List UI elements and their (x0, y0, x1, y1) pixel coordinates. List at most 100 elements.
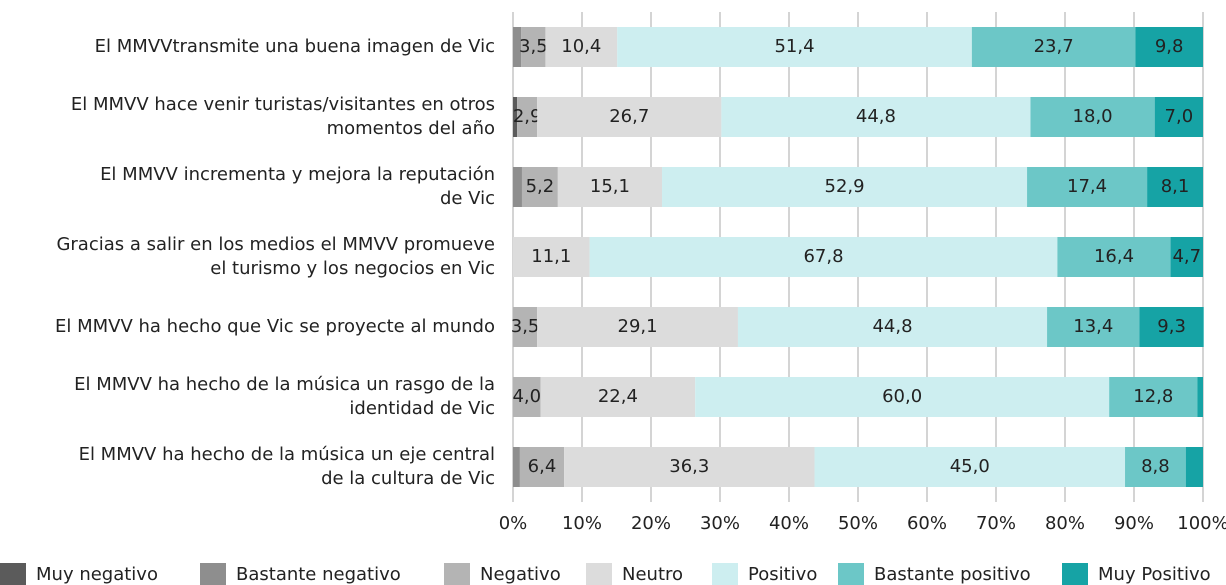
bar-segment (521, 27, 546, 67)
bar-segment (517, 97, 538, 137)
x-tick-label: 20% (631, 513, 671, 534)
bar-segment (513, 307, 538, 347)
bar-segment (513, 167, 522, 207)
bar-segment (662, 167, 1028, 207)
category-label: identidad de Vic (349, 398, 495, 419)
bar-segment (1154, 97, 1203, 137)
data-label: 29,1 (618, 316, 658, 337)
data-label: 18,0 (1073, 106, 1113, 127)
bar-segment (589, 237, 1058, 277)
bar-segment (513, 447, 520, 487)
category-label: El MMVV ha hecho de la música un eje cen… (79, 444, 495, 465)
bar-segment (721, 97, 1031, 137)
bar-segment (737, 307, 1048, 347)
bar-segment (1057, 237, 1171, 277)
data-label: 60,0 (882, 386, 922, 407)
data-label: 13,4 (1073, 316, 1113, 337)
data-label: 67,8 (803, 246, 843, 267)
category-label: El MMVV ha hecho que Vic se proyecte al … (55, 316, 495, 337)
bar-segment (1197, 377, 1203, 417)
data-label: 45,0 (950, 456, 990, 477)
x-tick-label: 30% (700, 513, 740, 534)
legend-swatch (0, 563, 26, 585)
data-label: 4,0 (512, 386, 541, 407)
x-tick-label: 50% (838, 513, 878, 534)
data-label: 3,5 (519, 36, 548, 57)
data-label: 26,7 (609, 106, 649, 127)
bar-segment (513, 97, 518, 137)
legend-label: Muy Positivo (1098, 564, 1211, 585)
data-label: 8,8 (1141, 456, 1170, 477)
category-label: El MMVV ha hecho de la música un rasgo d… (74, 374, 495, 395)
data-label: 11,1 (531, 246, 571, 267)
legend-label: Bastante negativo (236, 564, 401, 585)
data-label: 44,8 (856, 106, 896, 127)
x-tick-label: 100% (1177, 513, 1226, 534)
data-label: 22,4 (598, 386, 638, 407)
bar-segment (557, 167, 663, 207)
bar-segment (521, 167, 558, 207)
bar-segment (540, 377, 696, 417)
data-label: 44,8 (872, 316, 912, 337)
bar-segment (1027, 167, 1148, 207)
data-label: 9,8 (1155, 36, 1184, 57)
data-label: 10,4 (561, 36, 601, 57)
bar-segment (513, 237, 590, 277)
bar-segment (617, 27, 972, 67)
data-label: 36,3 (669, 456, 709, 477)
x-tick-label: 70% (976, 513, 1016, 534)
data-label: 2,9 (513, 106, 542, 127)
category-label: de Vic (440, 188, 495, 209)
category-label: de la cultura de Vic (321, 468, 495, 489)
bar-segment (564, 447, 815, 487)
data-label: 16,4 (1094, 246, 1134, 267)
data-label: 7,0 (1165, 106, 1194, 127)
legend-label: Positivo (748, 564, 817, 585)
legend-swatch (838, 563, 864, 585)
legend-label: Bastante positivo (874, 564, 1031, 585)
bar-segment (1139, 307, 1204, 347)
data-label: 9,3 (1157, 316, 1186, 337)
bar-segment (519, 447, 565, 487)
x-tick-label: 90% (1114, 513, 1154, 534)
category-label: momentos del año (327, 118, 495, 139)
data-label: 15,1 (590, 176, 630, 197)
data-label: 17,4 (1067, 176, 1107, 197)
bar-segment (513, 27, 522, 67)
category-label: El MMVVtransmite una buena imagen de Vic (95, 36, 495, 57)
legend-swatch (1062, 563, 1088, 585)
legend-label: Neutro (622, 564, 683, 585)
x-tick-label: 10% (562, 513, 602, 534)
category-label: El MMVV incrementa y mejora la reputació… (100, 164, 495, 185)
data-label: 3,5 (511, 316, 540, 337)
bar-segment (1185, 447, 1203, 487)
legend-label: Negativo (480, 564, 561, 585)
x-tick-label: 0% (499, 513, 528, 534)
bar-segment (814, 447, 1126, 487)
bar-segment (1030, 97, 1155, 137)
legend-label: Muy negativo (36, 564, 158, 585)
bar-segment (545, 27, 618, 67)
bar-segment (513, 377, 541, 417)
bar-segment (1147, 167, 1203, 207)
category-label: el turismo y los negocios en Vic (210, 258, 495, 279)
bar-segment (1170, 237, 1203, 277)
data-label: 4,7 (1172, 246, 1201, 267)
bar-segment (695, 377, 1110, 417)
data-label: 23,7 (1034, 36, 1074, 57)
bar-segment (537, 97, 722, 137)
bar-segment (971, 27, 1136, 67)
category-label: Gracias a salir en los medios el MMVV pr… (56, 234, 495, 255)
data-label: 12,8 (1133, 386, 1173, 407)
bar-segment (537, 307, 738, 347)
data-label: 52,9 (825, 176, 865, 197)
bar-segment (1109, 377, 1198, 417)
legend-swatch (200, 563, 226, 585)
x-tick-label: 60% (907, 513, 947, 534)
bar-segment (1125, 447, 1186, 487)
data-label: 51,4 (774, 36, 814, 57)
data-label: 6,4 (528, 456, 557, 477)
legend-swatch (444, 563, 470, 585)
bar-segment (1135, 27, 1203, 67)
